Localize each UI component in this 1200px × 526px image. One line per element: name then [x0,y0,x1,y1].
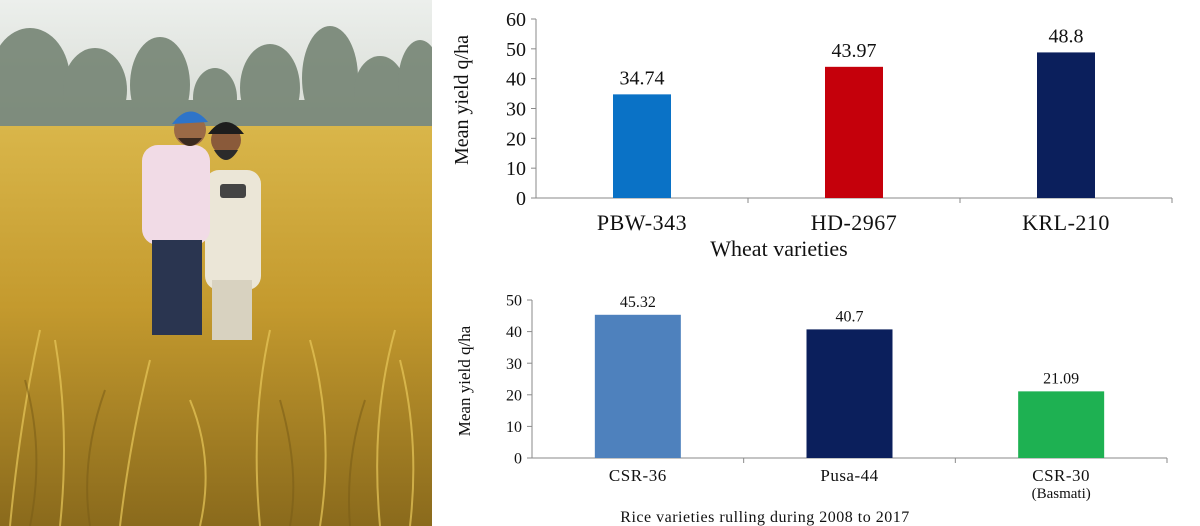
wheat-y-tick-label: 20 [506,128,526,150]
field-photo-illustration [0,0,432,526]
wheat-data-label-2: 43.97 [832,40,877,62]
wheat-bar-3 [1037,52,1095,199]
rice-yield-chart: Mean yield q/ha 0 10 20 30 40 50 45.32 40.7 21.… [432,276,1200,526]
rice-y-tick-label: 40 [506,324,522,341]
rice-x-ticks: CSR-36 Pusa-44 CSR-30(Basmati) [609,458,1168,502]
rice-stalks-dark [24,379,366,526]
wheat-data-label-3: 48.8 [1049,25,1084,47]
farmer-figure [205,122,261,340]
rice-y-axis-title: Mean yield q/ha [455,325,474,436]
wheat-category-label-3: KRL-210 [1022,210,1110,235]
wheat-y-tick-label: 0 [516,188,526,210]
rice-bar-1 [594,314,681,458]
field-photo [0,0,432,526]
wheat-yield-chart: Mean yield q/ha 0 10 20 30 40 50 60 34.74 43.97… [432,0,1200,276]
wheat-y-axis-title: Mean yield q/ha [451,35,473,165]
wheat-y-tick-label: 40 [506,69,526,91]
rice-bar-2 [806,329,893,458]
wheat-y-tick-label: 10 [506,158,526,180]
rice-data-label-1: 45.32 [620,294,656,311]
rice-category-label-1: CSR-36 [609,466,667,485]
advisor-figure [142,111,246,335]
wheat-x-axis-title: Wheat varieties [710,236,847,261]
rice-y-tick-label: 30 [506,356,522,373]
treeline [0,26,432,133]
wheat-y-tick-label: 50 [506,39,526,61]
rice-data-label-3: 21.09 [1043,370,1079,387]
rice-y-tick-label: 50 [506,293,522,310]
rice-x-axis-title: Rice varieties rulling during 2008 to 20… [620,509,909,526]
wheat-y-tick-label: 60 [506,9,526,31]
rice-bar-3 [1018,391,1105,458]
wheat-bars: 34.74 43.97 48.8 [613,25,1095,199]
wheat-x-ticks: PBW-343 HD-2967 KRL-210 [597,198,1173,235]
rice-y-tick-label: 0 [514,451,522,468]
rice-y-tick-label: 20 [506,387,522,404]
rice-y-tick-label: 10 [506,419,522,436]
wheat-category-label-1: PBW-343 [597,210,687,235]
rice-category-sublabel-3: (Basmati) [1032,486,1091,502]
wheat-data-label-1: 34.74 [620,67,665,89]
wheat-bar-2 [825,66,883,198]
wheat-bar-1 [613,94,671,198]
rice-bars: 45.32 40.7 21.09 [594,294,1105,458]
wheat-y-ticks: 0 10 20 30 40 50 60 [506,9,536,210]
rice-stalks [9,329,415,526]
rice-y-ticks: 0 10 20 30 40 50 [506,293,532,468]
rice-category-label-2: Pusa-44 [820,466,878,485]
wheat-y-tick-label: 30 [506,99,526,121]
rice-category-label-3: CSR-30 [1032,466,1090,485]
wheat-category-label-2: HD-2967 [811,210,898,235]
rice-data-label-2: 40.7 [836,308,864,325]
